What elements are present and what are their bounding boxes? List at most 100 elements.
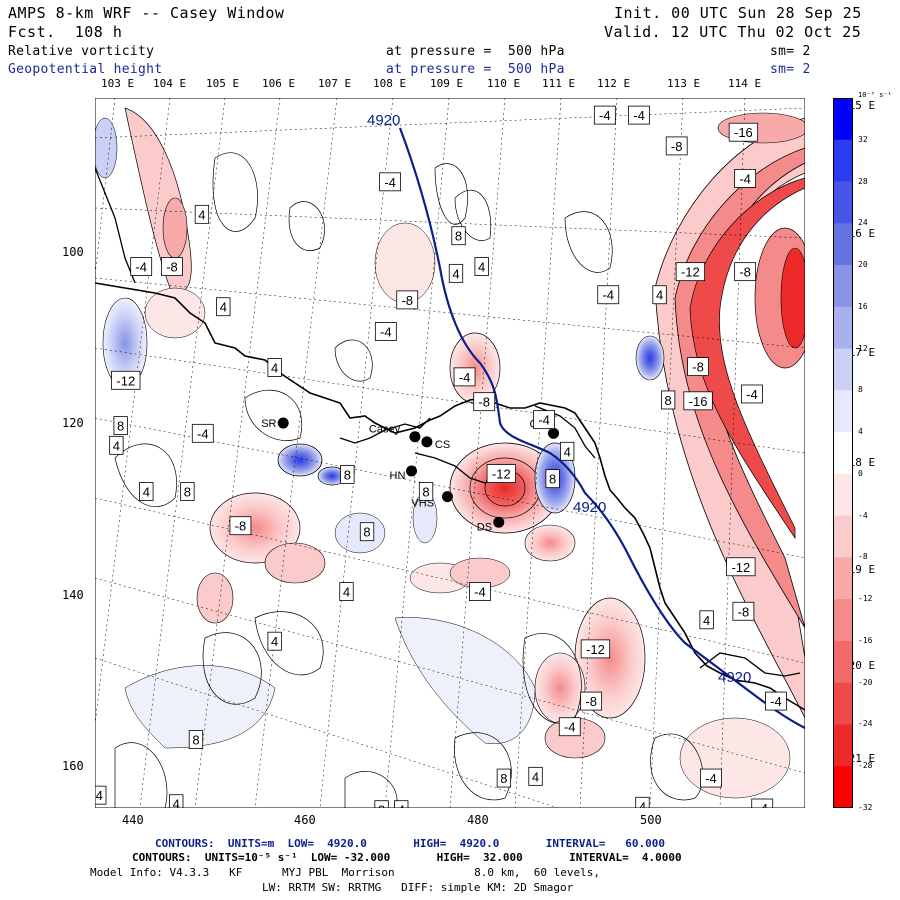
field2-name: Geopotential height [8, 62, 163, 77]
contour-label: 8 [545, 469, 560, 489]
svg-text:4: 4 [220, 300, 227, 315]
svg-text:8: 8 [344, 467, 351, 482]
svg-text:-4: -4 [599, 108, 611, 123]
svg-text:4: 4 [198, 207, 205, 222]
svg-text:8: 8 [363, 525, 370, 540]
contour-label: -16 [683, 391, 713, 411]
svg-text:8: 8 [117, 419, 124, 434]
height-label: 4920 [718, 669, 751, 686]
contour-label: -12 [675, 262, 706, 282]
colorbar-swatch [833, 181, 853, 224]
svg-text:-4: -4 [770, 694, 782, 709]
svg-text:4: 4 [398, 803, 405, 808]
lon-label: 104 E [153, 77, 187, 90]
svg-text:4: 4 [173, 797, 180, 808]
colorbar-label: 8 [858, 385, 863, 395]
lon-label: 107 E [318, 77, 352, 90]
contour-label: -4 [751, 798, 774, 808]
contour-label: -8 [473, 392, 496, 412]
lon-label: 110 E [487, 77, 521, 90]
contour-label: -12 [486, 464, 516, 483]
lon-label: 114 E [728, 77, 762, 90]
contour-label: 8 [496, 768, 512, 788]
lon-label: 106 E [262, 77, 296, 90]
colorbar-swatch [833, 306, 853, 350]
footer-model-info: Model Info: V4.3.3 KF MYJ PBL Morrison 8… [90, 866, 600, 879]
contour-label: -4 [453, 367, 476, 387]
init-time: Init. 00 UTC Sun 28 Sep 25 [614, 4, 862, 22]
contour-label: -12 [580, 639, 611, 659]
lon-label: 111 E [542, 77, 576, 90]
lon-label: 103 E [101, 77, 135, 90]
station-dot [406, 465, 418, 477]
contour-label: -4 [374, 322, 397, 341]
svg-text:4: 4 [113, 438, 120, 453]
svg-text:4: 4 [532, 769, 539, 784]
colorbar-swatch [833, 557, 853, 600]
colorbar-label: 4 [858, 427, 863, 437]
height-label: 4920 [573, 499, 606, 516]
x-tick: 500 [640, 813, 662, 827]
svg-text:-8: -8 [671, 139, 683, 154]
colorbar-swatch [833, 515, 853, 558]
x-tick: 460 [294, 813, 316, 827]
colorbar-label: -20 [858, 677, 873, 687]
contour-label: 4 [267, 358, 282, 377]
contour-label: 4 [448, 263, 464, 283]
contour-label: -4 [558, 717, 581, 737]
contour-label: 4 [699, 610, 714, 630]
svg-text:8: 8 [184, 484, 191, 499]
contour-label: -8 [161, 257, 183, 276]
colorbar-label: 16 [858, 301, 868, 311]
y-tick: 100 [62, 245, 84, 259]
field1-pressure: at pressure = 500 hPa [386, 44, 565, 59]
svg-text:4: 4 [639, 799, 646, 808]
contour-label: 4 [560, 441, 575, 461]
colorbar-swatch [833, 682, 853, 725]
colorbar-label: 12 [858, 343, 868, 353]
footer-physics: LW: RRTM SW: RRTMG DIFF: simple KM: 2D S… [262, 881, 574, 894]
lon-label: 105 E [206, 77, 240, 90]
contour-label: 4 [394, 800, 409, 808]
contour-label: 8 [359, 522, 375, 542]
colorbar-label: -4 [858, 510, 868, 520]
svg-text:8: 8 [192, 733, 199, 748]
svg-text:-8: -8 [585, 694, 597, 709]
station-dot [548, 427, 560, 439]
colorbar-swatch [833, 473, 853, 517]
colorbar-swatch [833, 265, 853, 308]
station-markers: SRCaseyCSHNVHSCPDS [261, 417, 560, 533]
svg-text:-8: -8 [235, 519, 247, 534]
contour-label: -4 [379, 172, 402, 192]
colorbar-swatch [833, 724, 853, 767]
svg-text:-12: -12 [492, 467, 511, 482]
svg-text:-4: -4 [459, 370, 471, 385]
contour-label: -12 [111, 370, 141, 390]
footer-height-contours: CONTOURS: UNITS=m LOW= 4920.0 HIGH= 4920… [155, 837, 665, 850]
contour-label: 8 [374, 800, 389, 808]
svg-text:-16: -16 [734, 125, 753, 140]
contour-label: -8 [229, 516, 252, 536]
svg-text:8: 8 [422, 484, 429, 499]
contour-label: 4 [474, 257, 489, 276]
svg-text:8: 8 [665, 393, 672, 408]
svg-text:4: 4 [656, 288, 663, 303]
field1-name: Relative vorticity [8, 44, 155, 59]
svg-text:-4: -4 [538, 413, 550, 428]
y-tick: 140 [62, 588, 84, 602]
colorbar-swatch [833, 98, 853, 141]
contour-labels: -448-8-4 4 4-4 -4-8-16-4-12 -8-84-4 4-44-4-8-… [95, 105, 787, 808]
station-dot [441, 491, 453, 503]
colorbar-swatch [833, 139, 853, 183]
contour-label: 8 [180, 482, 195, 501]
svg-text:4: 4 [452, 266, 459, 281]
colorbar-label: 28 [858, 176, 868, 186]
svg-text:8: 8 [455, 229, 462, 244]
station-label: Casey [369, 424, 401, 436]
plot-title: AMPS 8-km WRF -- Casey Window [8, 4, 285, 22]
valid-time: Valid. 12 UTC Thu 02 Oct 25 [604, 23, 862, 41]
svg-text:-4: -4 [739, 171, 751, 186]
contour-label: 4 [635, 796, 650, 808]
contour-label: 8 [418, 482, 434, 501]
colorbar-label: 0 [858, 468, 863, 478]
